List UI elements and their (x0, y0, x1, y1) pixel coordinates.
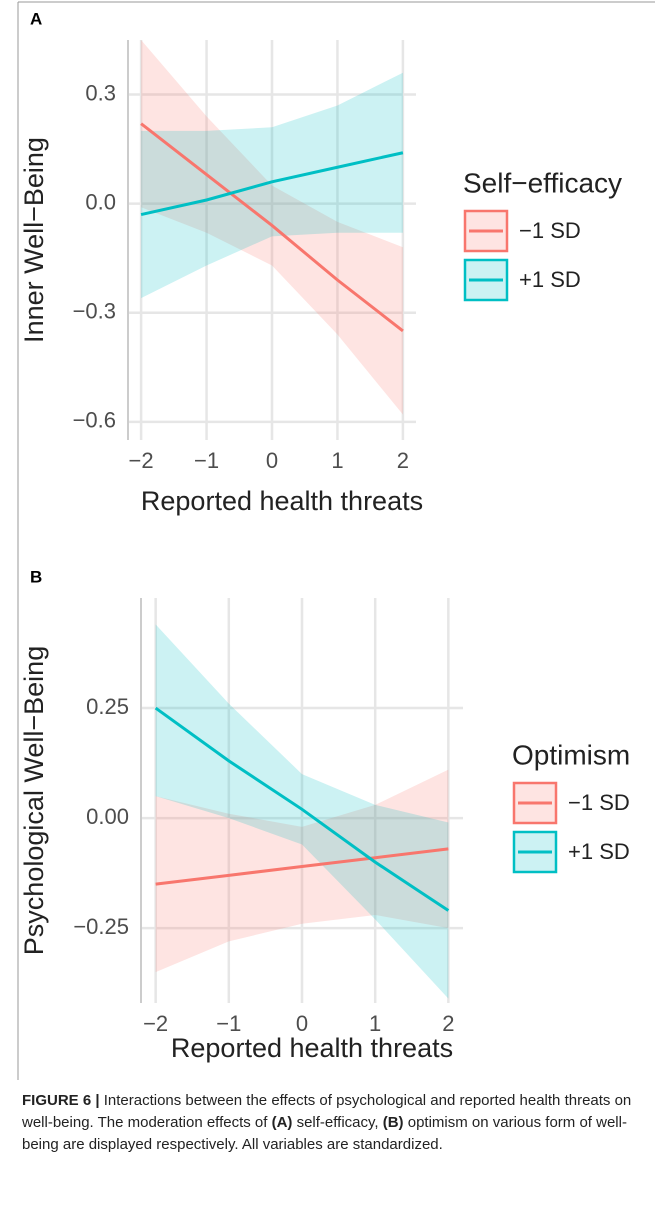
caption-text: optimism on various form of well-being a… (22, 1114, 627, 1153)
caption-ref: (A) (271, 1114, 293, 1131)
x-tick-label: 0 (266, 448, 278, 473)
legend-title: Optimism (512, 739, 630, 770)
x-axis-label: Reported health threats (141, 486, 423, 516)
x-tick-label: 0 (296, 1011, 308, 1036)
confidence-band (155, 769, 449, 973)
caption-text: Interactions between the effects of psyc… (22, 1092, 632, 1131)
x-tick-label: −1 (216, 1011, 241, 1036)
legend-label: −1 SD (568, 790, 630, 815)
line (140, 151, 404, 217)
legend-label: −1 SD (519, 218, 581, 243)
caption: FIGURE 6 | Interactions between the effe… (22, 1090, 642, 1156)
y-tick-label: 0.0 (85, 189, 116, 214)
confidence-band (141, 72, 403, 299)
y-tick-label: 0.3 (85, 80, 116, 105)
legend-label: +1 SD (568, 839, 630, 864)
line (155, 847, 449, 886)
x-axis-label: Reported health threats (171, 1033, 453, 1063)
x-tick-label: 2 (397, 448, 409, 473)
panel-label: A (30, 9, 42, 28)
x-tick-label: −1 (194, 448, 219, 473)
legend-title: Self−efficacy (463, 167, 622, 198)
y-tick-label: −0.6 (73, 408, 116, 433)
line (140, 122, 404, 333)
panel-label: B (30, 567, 42, 586)
y-axis-label: Inner Well−Being (19, 137, 49, 343)
x-tick-label: −2 (129, 448, 154, 473)
confidence-band (155, 624, 449, 999)
chart: A 0.3 0.0 −0.3 −0.6 −2 −1 0 1 2 Inner Well−Being Re… (17, 1, 655, 1230)
caption-text: self-efficacy, (292, 1114, 383, 1131)
y-axis-label: Psychological Well−Being (19, 646, 49, 955)
y-tick-label: 0.00 (86, 804, 129, 829)
x-tick-label: 2 (442, 1011, 454, 1036)
caption-ref: (B) (382, 1114, 404, 1131)
x-tick-label: 1 (331, 448, 343, 473)
caption-label: FIGURE 6 | (22, 1092, 100, 1109)
legend-label: +1 SD (519, 267, 581, 292)
y-tick-label: 0.25 (86, 694, 129, 719)
x-tick-label: 1 (369, 1011, 381, 1036)
y-tick-label: −0.25 (73, 914, 129, 939)
line (154, 706, 450, 912)
y-tick-label: −0.3 (73, 299, 116, 324)
x-tick-label: −2 (143, 1011, 168, 1036)
